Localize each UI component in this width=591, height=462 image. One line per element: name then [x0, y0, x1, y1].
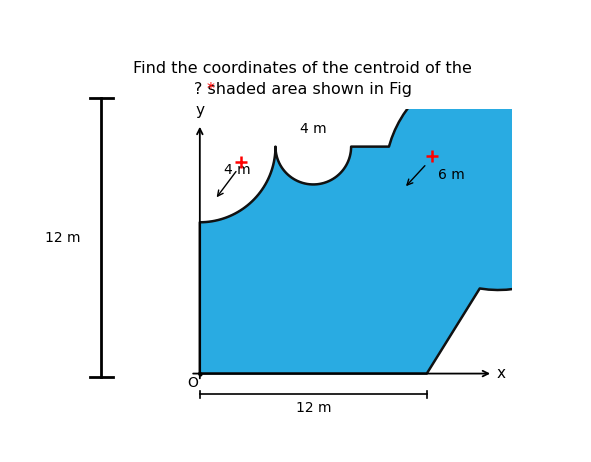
- Text: 12 m: 12 m: [46, 231, 81, 245]
- Text: *: *: [206, 82, 215, 97]
- Text: Find the coordinates of the centroid of the: Find the coordinates of the centroid of …: [134, 61, 472, 76]
- Text: ? shaded area shown in Fig: ? shaded area shown in Fig: [194, 82, 412, 97]
